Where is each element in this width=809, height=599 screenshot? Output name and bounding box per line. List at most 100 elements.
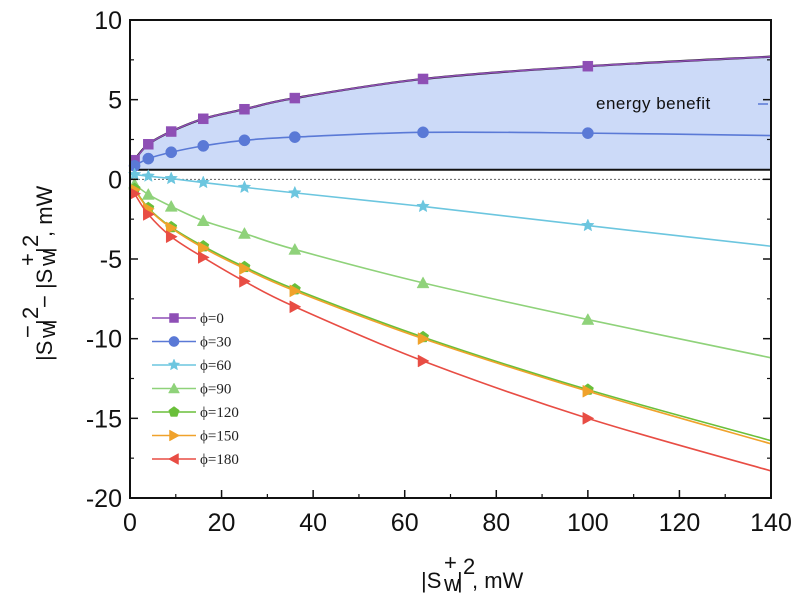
- data-point: [198, 113, 209, 125]
- data-point: [239, 103, 250, 115]
- data-point: [165, 221, 178, 235]
- data-point: [238, 226, 251, 239]
- y-tick-label: -5: [100, 246, 122, 274]
- legend-marker: [169, 313, 179, 323]
- data-point: [239, 262, 251, 275]
- legend-item: ϕ=90: [152, 382, 231, 398]
- series-line: [134, 173, 772, 248]
- series-0: [129, 55, 772, 166]
- data-point: [288, 185, 302, 199]
- data-point: [417, 126, 429, 139]
- data-point: [143, 139, 154, 150]
- series-line: [133, 188, 772, 442]
- svg-text:− |S: − |S: [32, 269, 57, 308]
- y-tick-label: -10: [86, 326, 122, 354]
- svg-text:w: w: [35, 250, 60, 267]
- data-point: [288, 242, 302, 255]
- x-tick-label: 80: [482, 509, 510, 537]
- data-point: [289, 92, 301, 104]
- legend-marker: [169, 429, 181, 442]
- data-point: [581, 218, 595, 232]
- data-point: [582, 384, 595, 398]
- data-point: [417, 354, 430, 368]
- x-tick-label: 140: [750, 509, 792, 537]
- data-point: [417, 332, 430, 346]
- svg-text:w: w: [35, 322, 60, 339]
- legend-label: ϕ=0: [200, 311, 224, 327]
- data-point: [237, 180, 252, 194]
- svg-text:|: |: [457, 568, 463, 593]
- data-point: [238, 134, 251, 147]
- svg-text:2: 2: [463, 554, 475, 579]
- data-point: [416, 199, 430, 213]
- svg-text:, mW: , mW: [32, 185, 57, 237]
- legend-label: ϕ=30: [200, 335, 231, 351]
- legend-marker: [167, 358, 181, 371]
- series-layer: [127, 55, 772, 472]
- data-point: [581, 313, 595, 325]
- ticks-layer: 0 20 40 60 80 100 120 140 -20 -15 -10 -5 0 5 10: [86, 7, 792, 537]
- y-axis-title: |S w − | 2 − |S w + | 2 , mW: [15, 185, 60, 361]
- svg-text:w: w: [443, 571, 460, 596]
- data-point: [143, 207, 155, 221]
- svg-text:+: +: [444, 550, 457, 575]
- data-point: [196, 214, 210, 227]
- svg-text:, mW: , mW: [472, 568, 524, 593]
- data-point: [141, 187, 155, 200]
- y-tick-label: 5: [108, 87, 122, 115]
- x-tick-label: 100: [567, 509, 609, 537]
- legend-label: ϕ=180: [200, 452, 239, 468]
- series-4: [128, 182, 772, 442]
- data-point: [417, 73, 429, 85]
- series-3: [128, 177, 772, 359]
- data-point: [196, 175, 211, 189]
- data-point: [164, 199, 178, 212]
- x-tick-label: 40: [299, 509, 327, 537]
- data-point: [197, 140, 210, 152]
- svg-text:−: −: [15, 325, 40, 338]
- legend-marker: [167, 453, 179, 465]
- legend-label: ϕ=60: [200, 358, 231, 374]
- legend-marker: [168, 382, 180, 394]
- legend-item: ϕ=60: [152, 358, 231, 374]
- data-point: [164, 171, 179, 185]
- legend-marker: [168, 336, 180, 347]
- shaded-region-layer: [130, 55, 772, 180]
- x-tick-label: 20: [208, 509, 236, 537]
- data-point: [239, 274, 251, 288]
- x-tick-label: 0: [123, 509, 137, 537]
- legend: ϕ=0 ϕ=30 ϕ=60 ϕ=90 ϕ=120 ϕ=150 ϕ=180: [152, 311, 239, 468]
- data-point: [416, 276, 430, 289]
- data-point: [289, 300, 302, 314]
- y-tick-label: -20: [86, 485, 122, 513]
- legend-item: ϕ=180: [152, 452, 239, 468]
- data-point: [165, 126, 177, 137]
- svg-text:+: +: [15, 253, 40, 266]
- x-axis-title: |S w + | 2 , mW: [421, 550, 524, 596]
- x-tick-label: 60: [391, 509, 419, 537]
- legend-label: ϕ=90: [200, 382, 231, 398]
- data-point: [582, 60, 594, 72]
- legend-label: ϕ=120: [200, 405, 239, 421]
- legend-marker: [168, 406, 180, 417]
- series-6: [129, 187, 772, 472]
- data-point: [288, 131, 301, 143]
- svg-text:|: |: [32, 319, 57, 325]
- data-point: [582, 127, 594, 139]
- legend-item: ϕ=120: [152, 405, 239, 421]
- x-tick-label: 120: [659, 509, 701, 537]
- svg-text:|S: |S: [421, 568, 441, 593]
- data-point: [198, 241, 210, 255]
- legend-label: ϕ=150: [200, 429, 239, 445]
- svg-text:|S: |S: [32, 341, 57, 361]
- y-tick-label: -15: [86, 405, 122, 433]
- legend-item: ϕ=150: [152, 429, 239, 445]
- y-tick-label: 0: [108, 166, 122, 194]
- data-point: [198, 250, 210, 264]
- svg-text:|: |: [32, 247, 57, 253]
- svg-text:2: 2: [18, 235, 43, 247]
- legend-item: ϕ=30: [152, 335, 231, 351]
- data-point: [165, 146, 178, 159]
- legend-item: ϕ=0: [152, 311, 224, 327]
